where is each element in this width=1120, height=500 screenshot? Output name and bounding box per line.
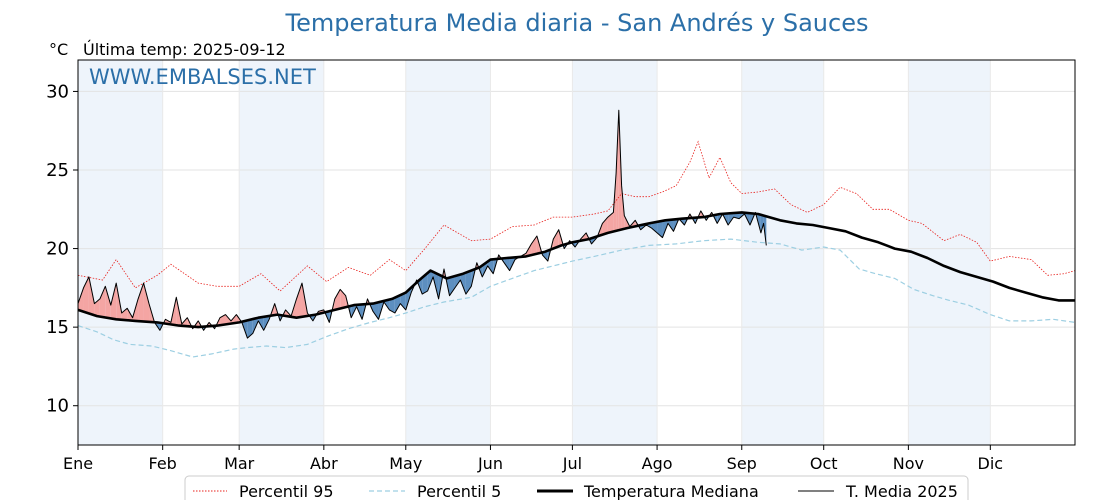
unit-label: °C [49,40,68,59]
anomaly-fill-above [88,276,95,316]
anomaly-fill-below [373,302,379,320]
anomaly-fill-above [143,283,150,322]
anomaly-fill-below [728,213,734,225]
x-tick-label: Feb [149,454,177,473]
legend-item-median: Temperatura Mediana [537,482,759,500]
anomaly-fill-above [105,286,111,319]
x-tick-label: Abr [310,454,338,473]
anomaly-fill-above [94,298,100,317]
legend-box [184,475,969,500]
month-band [239,60,324,445]
anomaly-fill-above [225,314,231,325]
anomaly-fill-below [465,270,472,295]
legend: Percentil 95 Percentil 5 Temperatura Med… [184,475,969,500]
legend-item-p95: Percentil 95 [193,482,334,500]
last-temp-label: Última temp: 2025-09-12 [83,40,286,59]
anomaly-fill-above [334,289,341,310]
anomaly-fill-below [487,259,494,274]
x-tick-label: Ene [63,454,93,473]
anomaly-fill-above [99,286,106,318]
legend-label-p95: Percentil 95 [239,482,334,500]
month-band [78,60,163,445]
legend-item-p5: Percentil 5 [369,482,501,500]
chart-title: Temperatura Media diaria - San Andrés y … [285,9,869,37]
x-tick-label: Sep [727,454,757,473]
anomaly-fill-below [394,295,401,313]
x-axis-ticks: Ene Feb Mar Abr May Jun Jul Ago Sep Oct Nov Dic [63,445,1003,473]
x-tick-label: Oct [810,454,838,473]
anomaly-fill-below [668,219,674,232]
anomaly-fill-below [454,274,461,288]
legend-label-current: T. Media 2025 [845,482,958,500]
anomaly-fill-below [258,316,264,331]
anomaly-fill-above [296,283,302,318]
y-tick-label: 20 [46,239,69,260]
month-band [741,60,824,445]
anomaly-fill-above [138,283,144,322]
month-band [405,60,491,445]
y-axis-ticks: 10 15 20 25 30 [46,81,78,417]
legend-label-p5: Percentil 5 [417,482,501,500]
anomaly-fill-below [657,220,663,238]
x-tick-label: Nov [893,454,924,473]
line-percentil-5 [77,238,1076,358]
anomaly-fill-below [247,319,253,339]
month-band [572,60,658,445]
x-tick-label: Mar [224,454,255,473]
line-t-media-2025 [77,109,767,339]
gridlines [77,60,1075,445]
anomaly-fill-above [78,287,84,312]
anomaly-fill-below [651,221,658,233]
anomaly-fill-below [504,257,510,271]
y-tick-label: 10 [46,396,69,417]
watermark: WWW.EMBALSES.NET [89,65,316,89]
line-percentil-95 [77,140,1076,292]
y-tick-label: 15 [46,317,69,338]
x-tick-label: May [389,454,422,473]
month-bands [78,60,991,445]
x-tick-label: Dic [978,454,1004,473]
month-band [908,60,991,445]
anomaly-fill-below [760,214,764,233]
y-tick-label: 30 [46,81,69,102]
plot-frame [77,59,1076,446]
x-tick-label: Jul [562,454,582,473]
anomaly-fill-above [121,308,128,321]
anomaly-fill-above [607,212,614,233]
series-lines [77,109,1076,358]
anomaly-fill-above [616,110,619,231]
anomaly-fill-below [400,292,406,310]
anomaly-fill-above [110,283,117,320]
anomaly-fill-above [553,229,559,249]
anomaly-fill-below [422,272,428,295]
x-tick-label: Ago [642,454,673,473]
anomaly-fill-below [449,276,455,296]
anomaly-fill-below [389,297,395,313]
y-tick-label: 25 [46,160,69,181]
legend-label-median: Temperatura Mediana [583,482,759,500]
anomaly-fill-above [531,236,537,256]
line-temperatura-mediana [77,211,1075,329]
anomaly-fill-below [460,272,466,295]
x-tick-label: Jun [477,454,503,473]
anomaly-fill-above [602,217,608,235]
legend-item-current: T. Media 2025 [798,482,958,500]
